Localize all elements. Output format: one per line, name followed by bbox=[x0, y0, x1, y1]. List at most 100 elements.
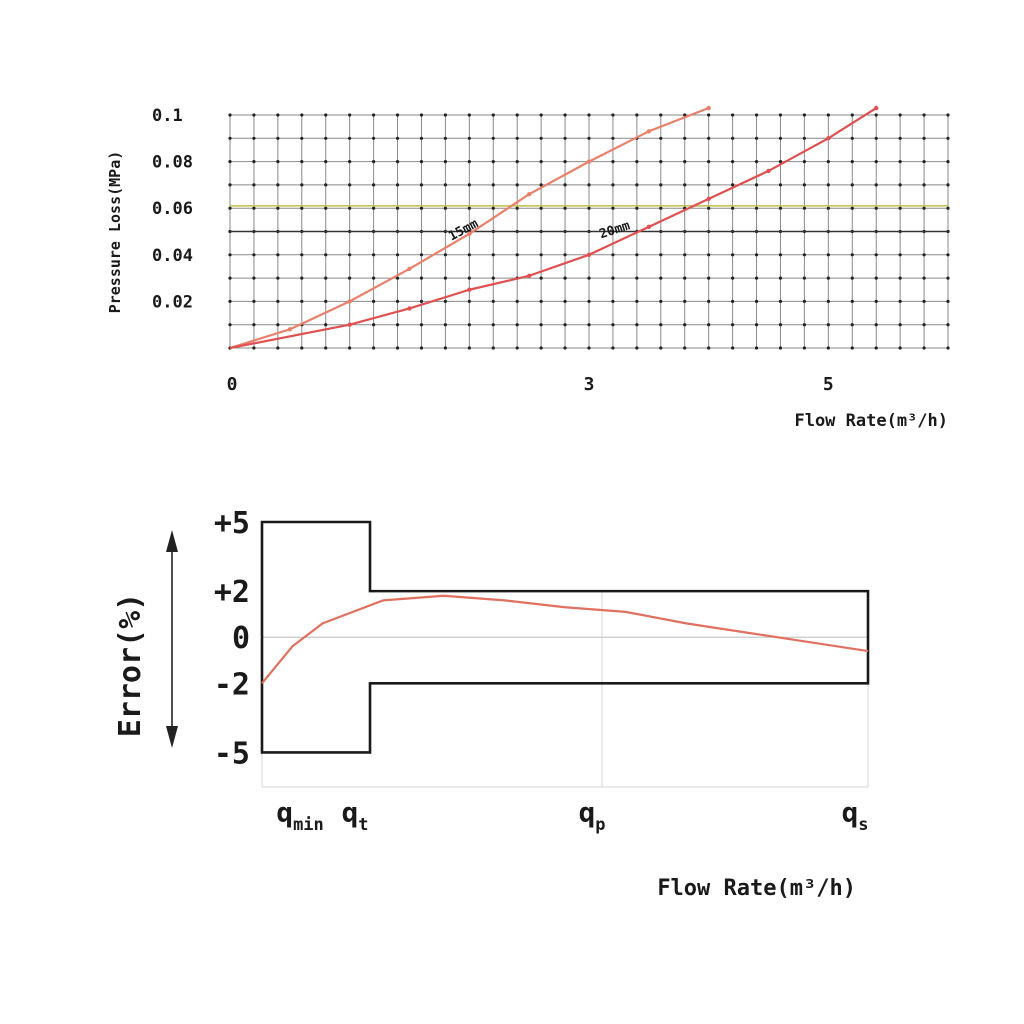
grid-dot bbox=[683, 299, 687, 303]
grid-dot bbox=[778, 206, 783, 210]
grid-dot bbox=[802, 206, 807, 210]
grid-dot bbox=[635, 160, 639, 164]
grid-dot bbox=[443, 276, 447, 280]
grid-dot bbox=[922, 276, 926, 280]
series-label: 20mm bbox=[598, 218, 633, 242]
grid-dot bbox=[778, 253, 783, 257]
grid-dot bbox=[515, 183, 519, 187]
grid-dot bbox=[635, 206, 639, 210]
grid-dot bbox=[826, 183, 830, 187]
grid-dot bbox=[539, 136, 543, 140]
grid-dot bbox=[946, 113, 950, 117]
data-point bbox=[706, 196, 711, 202]
grid-dot bbox=[898, 323, 902, 327]
grid-dot bbox=[443, 183, 447, 187]
grid-dot bbox=[324, 299, 328, 303]
grid-dot bbox=[946, 299, 950, 303]
arrow-down-icon bbox=[166, 726, 178, 748]
grid-dot bbox=[252, 206, 256, 210]
grid-dot bbox=[754, 113, 759, 117]
grid-dot bbox=[874, 113, 878, 117]
grid-dot bbox=[395, 276, 400, 280]
grid-dot bbox=[802, 276, 807, 280]
grid-dot bbox=[707, 183, 711, 187]
x-axis-label: Flow Rate(m³/h) bbox=[794, 411, 948, 431]
grid-dot bbox=[563, 113, 567, 117]
grid-dot bbox=[731, 299, 735, 303]
grid-dot bbox=[778, 160, 783, 164]
data-point bbox=[874, 105, 879, 111]
grid-dot bbox=[228, 113, 232, 117]
x-tick-label: 5 bbox=[823, 374, 834, 395]
grid-dot bbox=[922, 323, 926, 327]
grid-dot bbox=[659, 113, 663, 117]
grid-dot bbox=[395, 206, 400, 210]
grid-dot bbox=[683, 253, 687, 257]
grid-dot bbox=[874, 299, 878, 303]
grid-dot bbox=[635, 346, 639, 350]
grid-dot bbox=[922, 113, 926, 117]
grid-dot bbox=[348, 113, 352, 117]
grid-dot bbox=[276, 206, 280, 210]
data-point bbox=[526, 192, 532, 197]
grid-dot bbox=[348, 183, 352, 187]
y-tick-label: 0.04 bbox=[152, 246, 193, 266]
grid-dot bbox=[228, 323, 232, 327]
x-tick-label: qt bbox=[341, 796, 368, 835]
grid-dot bbox=[778, 113, 783, 117]
grid-dot bbox=[683, 276, 687, 280]
grid-dot bbox=[252, 253, 256, 257]
grid-dot bbox=[419, 160, 424, 164]
data-point bbox=[467, 231, 472, 237]
grid-dot bbox=[946, 346, 950, 350]
grid-dot bbox=[467, 323, 471, 327]
grid-dot bbox=[395, 346, 400, 350]
grid-dot bbox=[539, 346, 543, 350]
grid-dot bbox=[276, 253, 280, 257]
grid-dot bbox=[228, 160, 232, 164]
grid-dot bbox=[826, 206, 830, 210]
error-curve bbox=[261, 594, 869, 685]
grid-dot bbox=[300, 299, 304, 303]
grid-dot bbox=[563, 183, 567, 187]
grid-dot bbox=[898, 346, 902, 350]
grid-dot bbox=[826, 299, 830, 303]
grid-dot bbox=[731, 183, 735, 187]
grid-dot bbox=[372, 323, 376, 327]
grid-dot bbox=[300, 183, 304, 187]
grid-dot bbox=[898, 299, 902, 303]
grid-dot bbox=[778, 346, 783, 350]
grid-dot bbox=[563, 160, 567, 164]
grid-dot bbox=[826, 160, 830, 164]
grid-dot bbox=[228, 253, 232, 257]
grid-dot bbox=[946, 136, 950, 140]
grid-dot bbox=[467, 253, 471, 257]
grid-dot bbox=[778, 276, 783, 280]
grid-dot bbox=[276, 113, 280, 117]
grid-dot bbox=[754, 346, 759, 350]
grid-dot bbox=[683, 346, 687, 350]
grid-dot bbox=[802, 253, 807, 257]
grid-dot bbox=[946, 206, 950, 210]
grid-dot bbox=[659, 206, 663, 210]
grid-dot bbox=[659, 253, 663, 257]
grid-dot bbox=[539, 253, 543, 257]
grid-dot bbox=[539, 206, 543, 210]
grid-dot bbox=[443, 323, 447, 327]
grid-dot bbox=[850, 113, 854, 117]
grid-dot bbox=[922, 183, 926, 187]
grid-dot bbox=[324, 323, 328, 327]
grid-dot bbox=[252, 183, 256, 187]
grid-dot bbox=[922, 160, 926, 164]
grid-dot bbox=[324, 160, 328, 164]
grid-dot bbox=[252, 276, 256, 280]
grid-dot bbox=[611, 206, 615, 210]
grid-dot bbox=[419, 276, 424, 280]
grid-dot bbox=[563, 136, 567, 140]
grid-dot bbox=[443, 113, 447, 117]
grid-dot bbox=[611, 346, 615, 350]
grid-dot bbox=[754, 253, 759, 257]
grid-dot bbox=[228, 183, 232, 187]
y-tick-label: 0.06 bbox=[152, 199, 193, 219]
grid-dot bbox=[946, 323, 950, 327]
